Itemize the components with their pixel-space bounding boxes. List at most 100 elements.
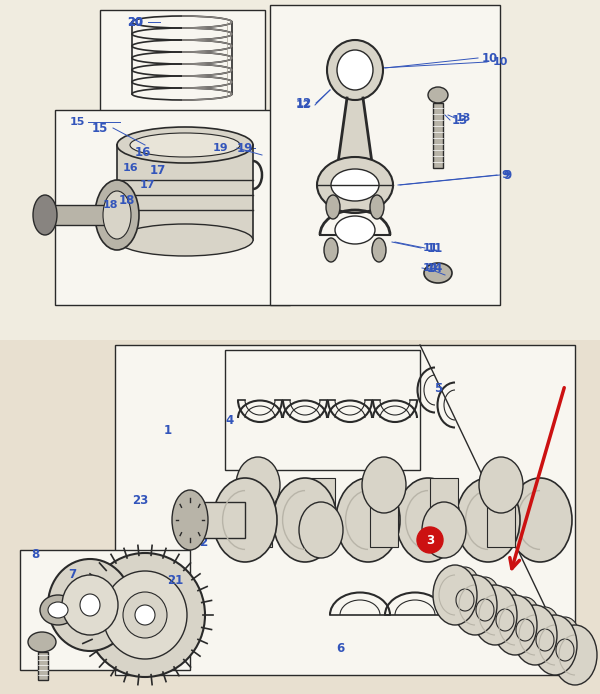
Text: 11: 11 [422, 243, 438, 253]
Text: 15: 15 [70, 117, 85, 127]
Bar [20, 550, 190, 670]
Ellipse shape [195, 514, 205, 530]
Ellipse shape [33, 195, 57, 235]
Ellipse shape [370, 195, 384, 219]
Ellipse shape [456, 478, 520, 562]
Text: 19: 19 [212, 143, 228, 153]
Text: 2: 2 [326, 484, 334, 496]
Ellipse shape [326, 195, 340, 219]
Text: 13: 13 [455, 113, 470, 123]
Text: 23: 23 [132, 493, 148, 507]
Ellipse shape [396, 478, 460, 562]
Ellipse shape [428, 87, 448, 103]
Ellipse shape [433, 565, 477, 625]
Ellipse shape [362, 457, 406, 513]
Ellipse shape [533, 615, 577, 675]
Bar [45, 205, 120, 225]
Text: 11: 11 [427, 242, 443, 255]
Ellipse shape [62, 575, 118, 635]
Bar [100, 10, 265, 115]
Ellipse shape [213, 478, 277, 562]
Ellipse shape [299, 502, 343, 558]
Bar [225, 350, 420, 470]
Ellipse shape [335, 216, 375, 244]
Ellipse shape [28, 632, 56, 652]
Text: 4: 4 [226, 414, 234, 427]
Ellipse shape [40, 595, 76, 625]
Ellipse shape [331, 169, 379, 201]
Ellipse shape [236, 457, 280, 513]
Ellipse shape [473, 585, 517, 645]
Text: 5: 5 [434, 382, 442, 394]
Ellipse shape [491, 587, 519, 623]
Text: 15: 15 [92, 121, 108, 135]
Text: 14: 14 [427, 262, 443, 275]
Text: 19: 19 [237, 142, 253, 155]
Bar [115, 345, 575, 675]
Ellipse shape [553, 625, 597, 685]
Text: 12: 12 [295, 100, 311, 110]
Ellipse shape [80, 594, 100, 616]
Ellipse shape [453, 575, 497, 635]
Text: 13: 13 [452, 114, 468, 126]
Text: 16: 16 [135, 146, 151, 158]
Bar [0, 340, 600, 694]
Ellipse shape [324, 238, 338, 262]
Text: 21: 21 [167, 573, 183, 586]
Text: 10: 10 [493, 57, 508, 67]
Bar [370, 478, 398, 547]
Text: 18: 18 [119, 194, 135, 207]
Ellipse shape [317, 157, 393, 213]
Bar [430, 478, 458, 547]
Text: 9: 9 [501, 170, 509, 180]
Text: 22: 22 [192, 536, 208, 548]
Text: 17: 17 [139, 180, 155, 190]
Polygon shape [337, 98, 373, 170]
Text: 6: 6 [336, 641, 344, 654]
Text: 20: 20 [127, 17, 143, 27]
Ellipse shape [103, 191, 131, 239]
Ellipse shape [123, 592, 167, 638]
Text: 10: 10 [482, 51, 498, 65]
Circle shape [417, 527, 443, 553]
Text: 20: 20 [127, 15, 143, 28]
Ellipse shape [130, 133, 240, 157]
Bar [0, 0, 600, 340]
Ellipse shape [273, 478, 337, 562]
Bar [270, 5, 500, 305]
Ellipse shape [48, 602, 68, 618]
Ellipse shape [508, 478, 572, 562]
Text: 7: 7 [68, 568, 76, 582]
Ellipse shape [117, 127, 253, 163]
Text: 1: 1 [164, 423, 172, 437]
Ellipse shape [336, 478, 400, 562]
Ellipse shape [511, 597, 539, 633]
Ellipse shape [422, 502, 466, 558]
Bar [38, 652, 48, 680]
Ellipse shape [337, 50, 373, 90]
Ellipse shape [172, 490, 208, 550]
Ellipse shape [479, 457, 523, 513]
Text: 18: 18 [102, 200, 118, 210]
Ellipse shape [424, 263, 452, 283]
Text: 8: 8 [31, 548, 39, 561]
Text: 12: 12 [296, 96, 312, 110]
Ellipse shape [48, 559, 132, 651]
Ellipse shape [551, 617, 579, 653]
Ellipse shape [531, 607, 559, 643]
Ellipse shape [372, 238, 386, 262]
Text: 14: 14 [422, 263, 438, 273]
Bar [307, 478, 335, 547]
Text: 9: 9 [504, 169, 512, 182]
Ellipse shape [327, 40, 383, 100]
Ellipse shape [493, 595, 537, 655]
Bar [244, 478, 272, 547]
Text: 17: 17 [150, 164, 166, 176]
Text: 16: 16 [122, 163, 138, 173]
Bar [190, 502, 245, 538]
Bar [117, 145, 253, 240]
Text: 3: 3 [426, 534, 434, 546]
Bar [487, 478, 515, 547]
Ellipse shape [85, 553, 205, 677]
Bar [112, 203, 117, 227]
